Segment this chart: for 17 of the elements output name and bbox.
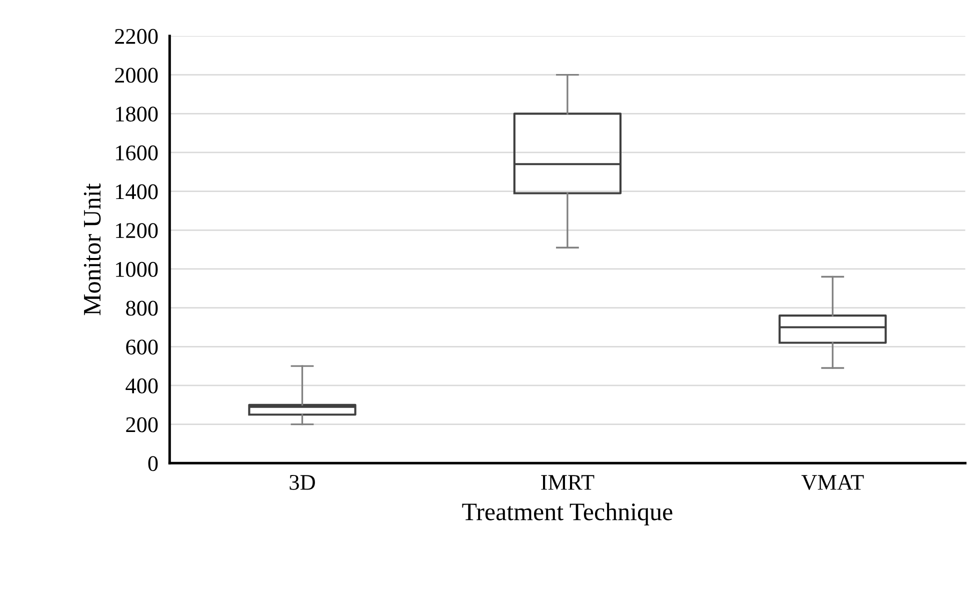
- x-tick-label: 3D: [290, 474, 315, 490]
- y-tick-label: 600: [126, 340, 158, 355]
- x-axis-title: Treatment Technique: [462, 502, 672, 526]
- y-tick-label: 1000: [116, 262, 158, 277]
- x-tick-label: VMAT: [801, 475, 864, 490]
- x-tick-label: IMRT: [541, 475, 594, 490]
- y-tick-label: 1400: [116, 184, 158, 200]
- y-axis-title: Monitor Unit: [84, 183, 101, 316]
- y-tick-label: 2000: [115, 68, 158, 83]
- y-tick-label: 0: [148, 456, 158, 472]
- y-tick-label: 1800: [116, 106, 158, 122]
- y-tick-label: 2200: [115, 28, 158, 44]
- y-tick-label: 200: [126, 417, 158, 432]
- y-tick-label: 1200: [116, 223, 158, 238]
- y-tick-label: 1600: [116, 145, 158, 160]
- y-tick-label: 400: [126, 378, 158, 394]
- y-tick-label: 800: [126, 300, 158, 316]
